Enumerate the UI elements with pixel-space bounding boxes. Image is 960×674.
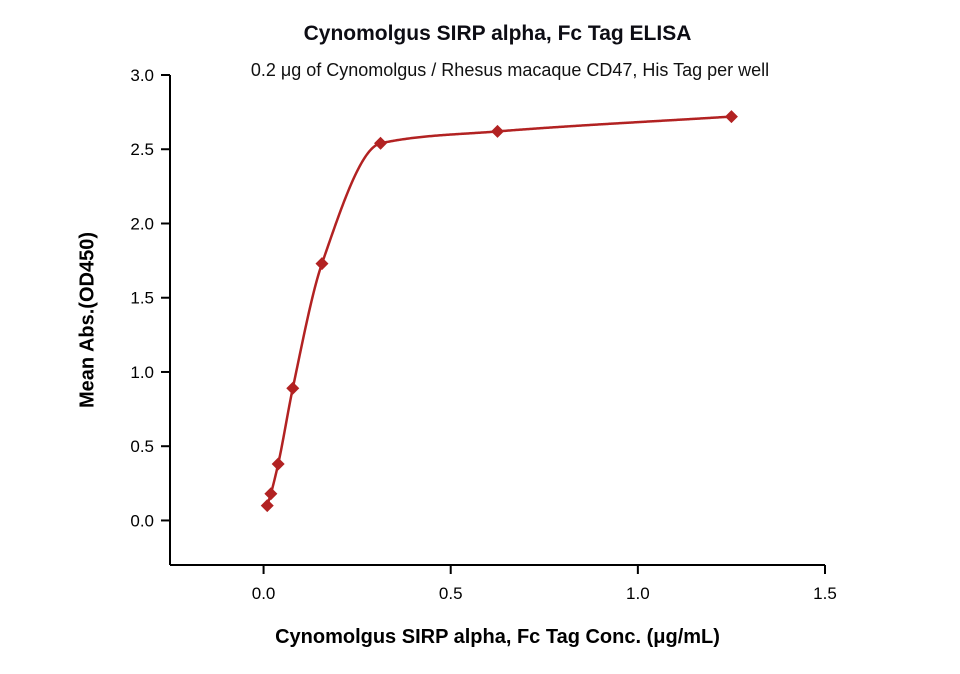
data-point <box>374 136 388 150</box>
y-tick-label: 1.5 <box>130 289 154 308</box>
data-point <box>286 381 300 395</box>
chart-title: Cynomolgus SIRP alpha, Fc Tag ELISA <box>303 22 692 45</box>
y-tick-label: 3.0 <box>130 66 154 85</box>
x-tick-label: 0.5 <box>439 584 463 603</box>
y-tick-label: 2.5 <box>130 140 154 159</box>
data-curve <box>265 115 733 507</box>
data-point <box>491 124 504 138</box>
data-point <box>315 257 329 271</box>
y-tick-label: 2.0 <box>130 214 154 233</box>
x-tick-label: 0.0 <box>252 584 276 603</box>
chart-subtitle: 0.2 μg of Cynomolgus / Rhesus macaque CD… <box>250 60 770 80</box>
y-tick-label: 0.0 <box>130 511 154 530</box>
x-axis-label: Cynomolgus SIRP alpha, Fc Tag Conc. (μg/… <box>275 626 720 648</box>
data-point <box>724 110 738 124</box>
y-tick-label: 0.5 <box>130 437 154 456</box>
data-point <box>271 457 285 471</box>
data-point <box>264 487 278 501</box>
y-tick-label: 1.0 <box>130 363 154 382</box>
data-point <box>260 499 274 513</box>
x-tick-label: 1.0 <box>626 584 650 603</box>
x-tick-label: 1.5 <box>813 584 837 603</box>
